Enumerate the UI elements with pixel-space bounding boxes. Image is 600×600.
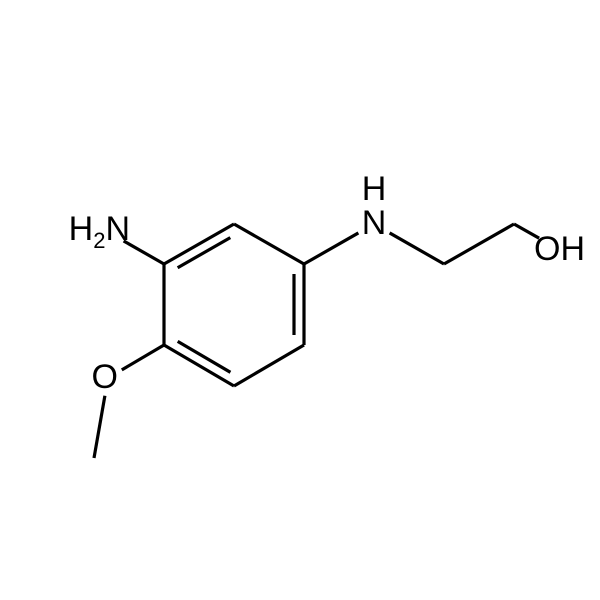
- bond: [164, 345, 234, 386]
- atom-label: N: [362, 204, 387, 242]
- bond: [164, 224, 234, 264]
- bond: [234, 224, 304, 264]
- molecule-diagram: NH OH H2N O: [0, 0, 600, 600]
- bond: [122, 345, 164, 370]
- bond: [390, 233, 444, 264]
- atom-label: H2N: [69, 210, 130, 253]
- bond: [304, 233, 358, 264]
- atom-label: O: [92, 358, 118, 396]
- atom-label: OH: [534, 230, 585, 268]
- bond: [94, 396, 105, 458]
- atom-label: H: [362, 170, 387, 208]
- bond: [444, 224, 514, 264]
- bond: [234, 345, 304, 386]
